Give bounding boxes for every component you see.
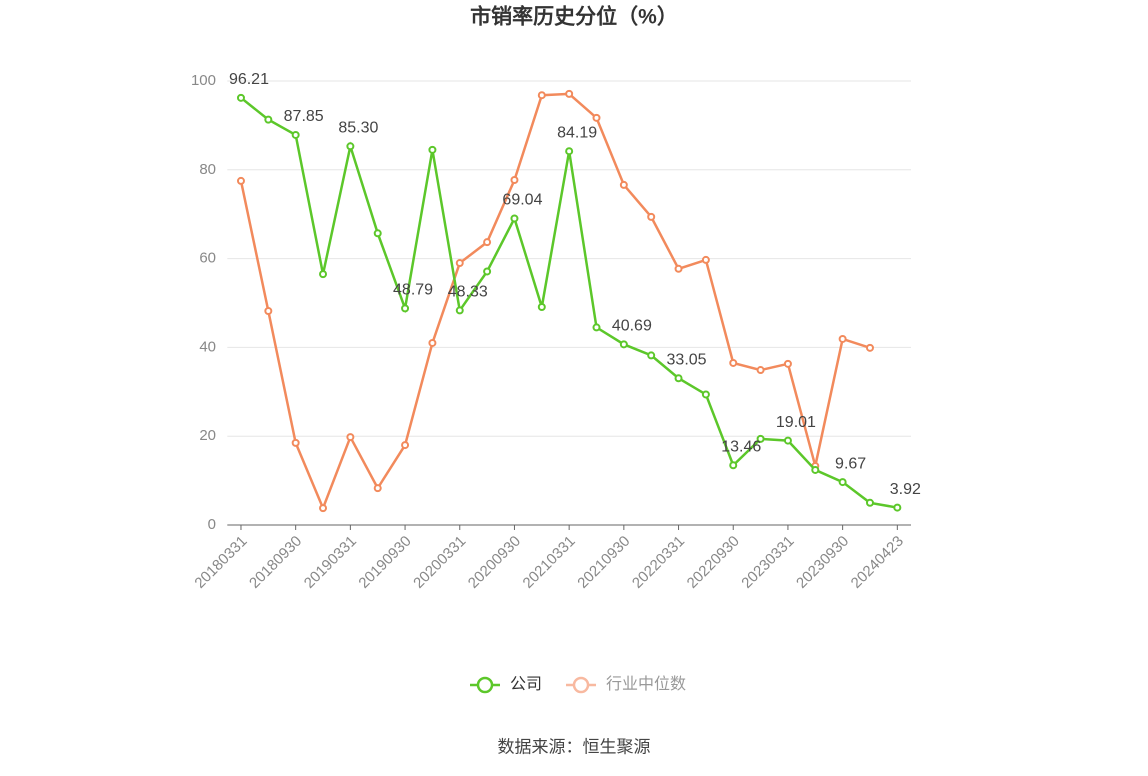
data-point [783, 359, 792, 368]
source-note: 数据来源：恒生聚源 [498, 737, 651, 756]
data-point [811, 465, 820, 474]
data-label: 96.21 [229, 71, 269, 88]
data-point [592, 323, 601, 332]
data-point [592, 113, 601, 122]
data-point [674, 374, 683, 383]
data-point [838, 478, 847, 487]
data-label: 48.33 [448, 284, 488, 301]
y-tick-label: 20 [199, 427, 216, 444]
data-point [756, 366, 765, 375]
data-point [401, 304, 410, 313]
data-label: 87.85 [284, 108, 324, 125]
data-label: 40.69 [612, 318, 652, 335]
data-point [537, 91, 546, 100]
data-point [537, 302, 546, 311]
data-label: 19.01 [776, 414, 816, 431]
legend-label: 行业中位数 [606, 675, 686, 693]
data-point [236, 93, 245, 102]
data-point [483, 267, 492, 276]
x-tick-label: 20200331 [410, 533, 469, 592]
data-point [319, 504, 328, 513]
legend-marker [476, 676, 494, 694]
y-tick-label: 60 [199, 250, 216, 267]
legend-marker [572, 676, 590, 694]
data-label: 48.79 [393, 282, 433, 299]
data-point [319, 270, 328, 279]
x-tick-label: 20200930 [465, 533, 524, 592]
data-point [647, 212, 656, 221]
data-point [510, 176, 519, 185]
data-point [236, 176, 245, 185]
data-point [346, 142, 355, 151]
data-point [729, 461, 738, 470]
data-point [893, 503, 902, 512]
x-tick-label: 20230331 [738, 533, 797, 592]
data-point [455, 259, 464, 268]
data-point [865, 343, 874, 352]
data-point [619, 340, 628, 349]
data-point [510, 214, 519, 223]
y-tick-label: 0 [208, 516, 216, 533]
legend-label: 公司 [510, 676, 542, 693]
data-point [729, 358, 738, 367]
data-label: 85.30 [338, 119, 378, 136]
data-point [838, 334, 847, 343]
data-point [565, 147, 574, 156]
data-point [291, 130, 300, 139]
data-point [647, 351, 656, 360]
data-point [291, 438, 300, 447]
data-point [619, 180, 628, 189]
data-point [428, 338, 437, 347]
x-tick-label: 20190331 [301, 533, 360, 592]
data-point [264, 115, 273, 124]
y-tick-label: 40 [199, 338, 216, 355]
data-point [373, 229, 382, 238]
x-tick-label: 20180331 [191, 533, 250, 592]
x-tick-label: 20230930 [793, 533, 852, 592]
data-point [865, 498, 874, 507]
data-point [346, 433, 355, 442]
x-tick-label: 20240423 [848, 533, 907, 592]
data-point [565, 89, 574, 98]
y-tick-label: 100 [191, 72, 216, 89]
data-label: 33.05 [667, 351, 707, 368]
x-tick-label: 20190930 [355, 533, 414, 592]
x-tick-label: 20180930 [246, 533, 305, 592]
chart-title: 市销率历史分位（%） [470, 5, 678, 29]
data-point [783, 436, 792, 445]
series-line [239, 92, 871, 512]
data-point [455, 306, 464, 315]
data-point [373, 484, 382, 493]
data-point [483, 238, 492, 247]
data-label: 13.46 [721, 438, 761, 455]
data-point [701, 390, 710, 399]
data-point [264, 306, 273, 315]
data-point [401, 441, 410, 450]
data-point [701, 255, 710, 264]
series-line [240, 96, 898, 509]
data-point [428, 145, 437, 154]
x-tick-label: 20210930 [574, 533, 633, 592]
data-label: 3.92 [890, 481, 921, 498]
data-label: 9.67 [835, 455, 866, 472]
data-point [756, 434, 765, 443]
x-tick-label: 20220331 [629, 533, 688, 592]
x-tick-label: 20220930 [684, 533, 743, 592]
x-tick-label: 20210331 [520, 533, 579, 592]
data-label: 84.19 [557, 124, 597, 141]
data-point [674, 264, 683, 273]
data-label: 69.04 [502, 192, 542, 209]
y-tick-label: 80 [199, 161, 216, 178]
